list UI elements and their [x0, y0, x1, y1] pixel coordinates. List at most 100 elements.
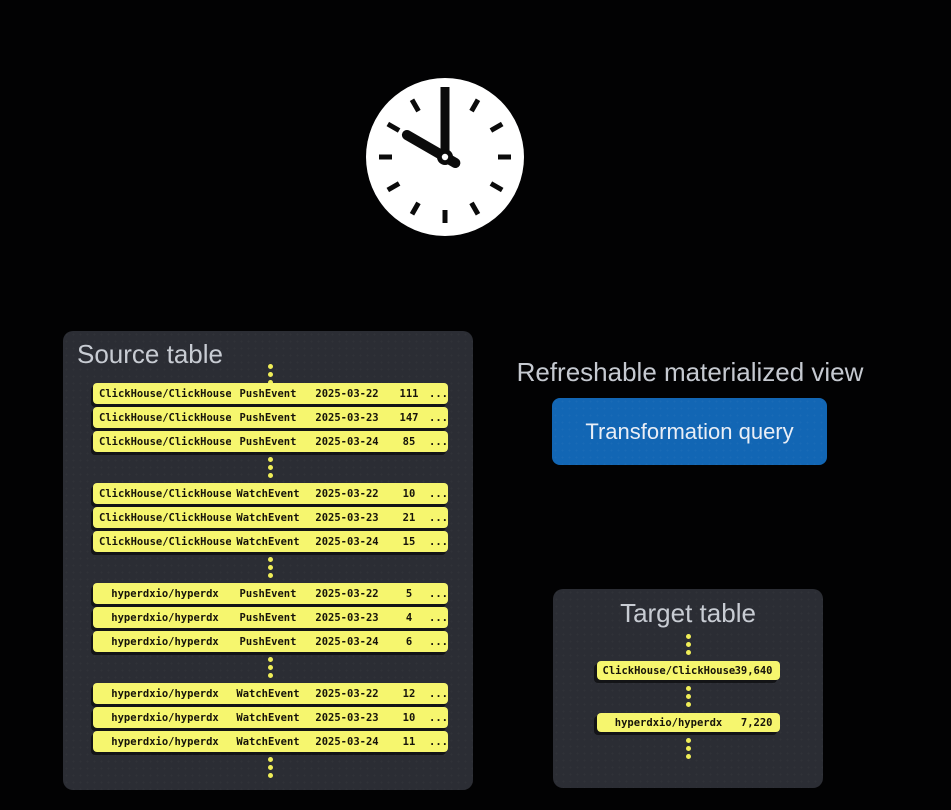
cell-event_type: PushEvent: [239, 635, 297, 648]
cell-date: 2025-03-23: [315, 411, 379, 424]
cell-event_type: WatchEvent: [236, 711, 300, 724]
cell-event_type: WatchEvent: [236, 535, 300, 548]
vertical-ellipsis-icon: [685, 634, 691, 655]
cell-count: 10: [402, 487, 416, 500]
target-table-row: hyperdxio/hyperdx 7,220: [596, 713, 780, 732]
cell-date: 2025-03-23: [315, 511, 379, 524]
cell-repo: hyperdxio/hyperdx: [111, 587, 219, 600]
cell-event_type: PushEvent: [239, 611, 297, 624]
analog-clock-icon: [366, 78, 524, 236]
target-table-body: ClickHouse/ClickHouse 39,640 hyperdxio/hyp…: [596, 628, 780, 765]
cell-more: ...: [429, 735, 448, 748]
cell-date: 2025-03-24: [315, 535, 379, 548]
cell-repo: hyperdxio/hyperdx: [111, 711, 219, 724]
cell-repo: ClickHouse/ClickHouse: [99, 387, 231, 400]
row-group: ClickHouse/ClickHouse PushEvent 2025-03-22…: [93, 383, 448, 452]
cell-more: ...: [429, 387, 448, 400]
source-table-row: hyperdxio/hyperdx WatchEvent 2025-03-24 11.…: [93, 731, 448, 752]
source-table-row: hyperdxio/hyperdx WatchEvent 2025-03-22 12.…: [93, 683, 448, 704]
vertical-ellipsis-icon: [685, 686, 691, 707]
cell-count: 11: [402, 735, 416, 748]
cell-more: ...: [429, 687, 448, 700]
source-table-row: ClickHouse/ClickHouse PushEvent 2025-03-24…: [93, 431, 448, 452]
cell-count: 39,640: [734, 664, 773, 677]
target-table-title: Target table: [620, 598, 756, 628]
source-table-row: hyperdxio/hyperdx WatchEvent 2025-03-23 10.…: [93, 707, 448, 728]
cell-count: 147: [399, 411, 419, 424]
cell-event_type: WatchEvent: [236, 487, 300, 500]
cell-repo: ClickHouse/ClickHouse: [99, 411, 231, 424]
materialized-view-label: Refreshable materialized view: [516, 357, 864, 387]
cell-event_type: PushEvent: [239, 587, 297, 600]
source-table-row: hyperdxio/hyperdx PushEvent 2025-03-23 4...: [93, 607, 448, 628]
cell-more: ...: [429, 435, 448, 448]
vertical-ellipsis-icon: [268, 457, 273, 478]
cell-repo: ClickHouse/ClickHouse: [602, 664, 736, 677]
cell-more: ...: [429, 511, 448, 524]
cell-repo: ClickHouse/ClickHouse: [99, 535, 231, 548]
cell-repo: ClickHouse/ClickHouse: [99, 511, 231, 524]
cell-event_type: PushEvent: [239, 435, 297, 448]
cell-event_type: PushEvent: [239, 411, 297, 424]
vertical-ellipsis-icon: [268, 657, 273, 678]
cell-event_type: WatchEvent: [236, 511, 300, 524]
cell-more: ...: [429, 711, 448, 724]
cell-event_type: WatchEvent: [236, 735, 300, 748]
cell-count: 6: [405, 635, 413, 648]
cell-date: 2025-03-24: [315, 735, 379, 748]
cell-more: ...: [429, 535, 448, 548]
cell-repo: hyperdxio/hyperdx: [111, 735, 219, 748]
cell-count: 111: [399, 387, 419, 400]
row-group: hyperdxio/hyperdx PushEvent 2025-03-22 5...…: [93, 583, 448, 652]
cell-more: ...: [429, 411, 448, 424]
cell-count: 10: [402, 711, 416, 724]
vertical-ellipsis-icon: [268, 757, 273, 778]
cell-count: 15: [402, 535, 416, 548]
target-table-row: ClickHouse/ClickHouse 39,640: [596, 661, 780, 680]
cell-count: 5: [405, 587, 413, 600]
source-table-row: ClickHouse/ClickHouse PushEvent 2025-03-22…: [93, 383, 448, 404]
source-table-rows: ClickHouse/ClickHouse PushEvent 2025-03-22…: [93, 383, 448, 783]
vertical-ellipsis-icon: [268, 364, 273, 385]
source-table-row: ClickHouse/ClickHouse WatchEvent 2025-03-2…: [93, 483, 448, 504]
source-table-row: hyperdxio/hyperdx PushEvent 2025-03-24 6...: [93, 631, 448, 652]
cell-count: 7,220: [740, 716, 773, 729]
cell-date: 2025-03-23: [315, 611, 379, 624]
cell-more: ...: [429, 611, 448, 624]
source-table-row: hyperdxio/hyperdx PushEvent 2025-03-22 5...: [93, 583, 448, 604]
cell-repo: hyperdxio/hyperdx: [614, 716, 723, 729]
cell-date: 2025-03-24: [315, 435, 379, 448]
cell-more: ...: [429, 487, 448, 500]
cell-count: 4: [405, 611, 413, 624]
cell-event_type: WatchEvent: [236, 687, 300, 700]
source-table-row: ClickHouse/ClickHouse WatchEvent 2025-03-2…: [93, 531, 448, 552]
cell-date: 2025-03-24: [315, 635, 379, 648]
row-group: ClickHouse/ClickHouse WatchEvent 2025-03-2…: [93, 483, 448, 552]
source-table-panel: Source table ClickHouse/ClickHouse PushEv…: [63, 331, 473, 790]
cell-count: 12: [402, 687, 416, 700]
cell-date: 2025-03-23: [315, 711, 379, 724]
cell-repo: hyperdxio/hyperdx: [111, 611, 219, 624]
cell-date: 2025-03-22: [315, 387, 379, 400]
target-table-panel: Target table ClickHouse/ClickHouse 39,640…: [553, 589, 823, 788]
source-table-header: Source table: [63, 331, 473, 385]
cell-count: 21: [402, 511, 416, 524]
cell-more: ...: [429, 635, 448, 648]
source-table-row: ClickHouse/ClickHouse PushEvent 2025-03-23…: [93, 407, 448, 428]
row-group: hyperdxio/hyperdx WatchEvent 2025-03-22 12.…: [93, 683, 448, 752]
cell-repo: ClickHouse/ClickHouse: [99, 487, 231, 500]
cell-count: 85: [402, 435, 416, 448]
cell-date: 2025-03-22: [315, 587, 379, 600]
transformation-query-button[interactable]: Transformation query: [552, 398, 827, 465]
cell-event_type: PushEvent: [239, 387, 297, 400]
cell-date: 2025-03-22: [315, 487, 379, 500]
cell-repo: ClickHouse/ClickHouse: [99, 435, 231, 448]
cell-more: ...: [429, 587, 448, 600]
vertical-ellipsis-icon: [268, 557, 273, 578]
cell-repo: hyperdxio/hyperdx: [111, 687, 219, 700]
source-table-title: Source table: [77, 339, 223, 369]
vertical-ellipsis-icon: [685, 738, 691, 759]
source-table-row: ClickHouse/ClickHouse WatchEvent 2025-03-2…: [93, 507, 448, 528]
cell-repo: hyperdxio/hyperdx: [111, 635, 219, 648]
